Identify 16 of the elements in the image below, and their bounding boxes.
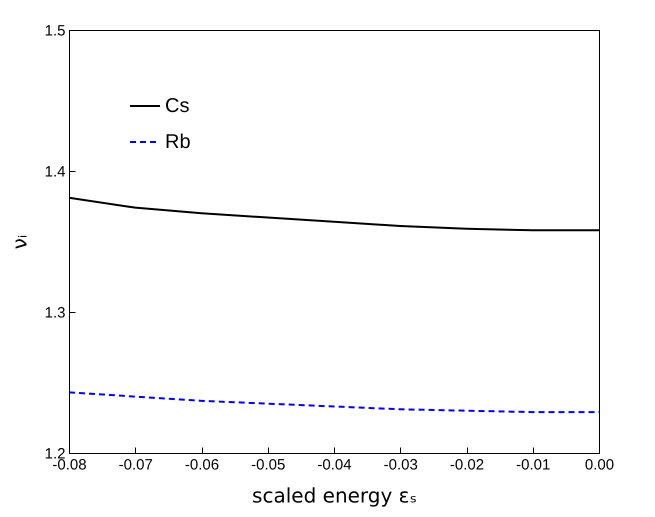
legend-label: Cs: [165, 95, 190, 117]
line-series: [68, 391, 600, 414]
x-tick-label: -0.07: [118, 456, 153, 474]
x-tick-label: -0.01: [516, 456, 550, 474]
y-tick-label: 1.5: [44, 22, 66, 40]
y-tick-label: 1.3: [44, 304, 66, 322]
legend-label: Rb: [165, 131, 191, 153]
x-tick-label: -0.03: [384, 456, 418, 474]
x-tick-label: -0.02: [450, 456, 484, 474]
y-tick-label: 1.4: [44, 164, 66, 180]
x-tick-label: -0.04: [317, 456, 352, 474]
x-tick-label: -0.06: [184, 456, 220, 474]
y-axis-title: νᵢ: [8, 234, 32, 250]
x-tick-label: -0.05: [251, 456, 286, 474]
x-axis-title: scaled energy εₛ: [252, 484, 417, 508]
x-tick-label: 0.00: [584, 456, 614, 474]
